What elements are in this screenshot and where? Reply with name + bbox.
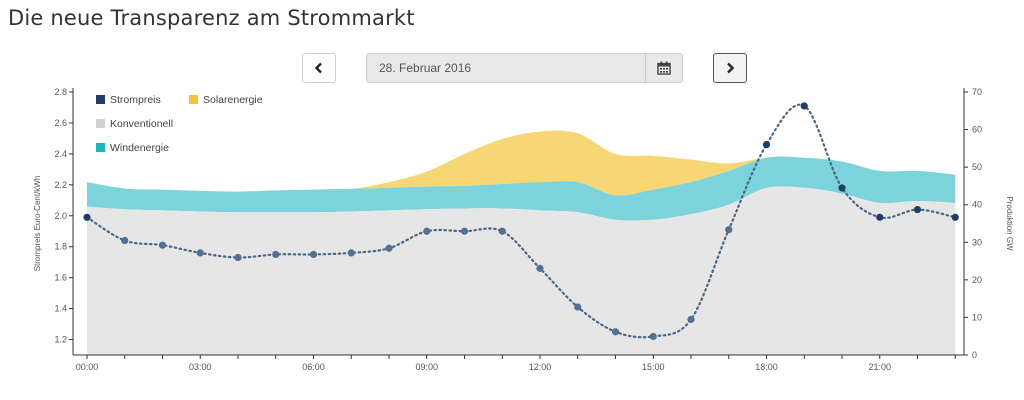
strompreis-point: [385, 244, 393, 252]
strompreis-point: [536, 264, 544, 272]
legend-label-solarenergie: Solarenergie: [203, 94, 263, 106]
x-tick-label: 21:00: [868, 362, 891, 372]
strompreis-point: [83, 213, 91, 221]
windenergie-area: [87, 156, 956, 221]
strompreis-point: [423, 227, 431, 235]
solarenergie-area: [87, 130, 956, 196]
strompreis-point: [951, 213, 959, 221]
konventionell-area: [87, 186, 956, 355]
chevron-left-icon: [314, 62, 322, 74]
left-tick-label: 2.0: [54, 211, 67, 221]
strompreis-point: [460, 227, 469, 235]
right-tick-label: 0: [972, 350, 977, 360]
x-tick-label: 18:00: [755, 362, 778, 372]
strompreis-point: [234, 253, 242, 262]
left-tick-label: 2.4: [54, 149, 67, 159]
legend-swatch-windenergie: [96, 143, 105, 152]
right-tick-label: 20: [972, 275, 982, 285]
legend-swatch-strompreis: [96, 95, 105, 104]
left-tick-label: 1.6: [54, 273, 67, 283]
x-tick-label: 00:00: [76, 362, 99, 372]
strompreis-point: [725, 226, 733, 234]
right-tick-label: 70: [972, 87, 982, 97]
strompreis-point: [121, 236, 129, 245]
right-tick-label: 10: [972, 312, 982, 322]
left-tick-label: 2.6: [54, 118, 67, 128]
strompreis-point: [498, 227, 506, 235]
legend-swatch-solarenergie: [189, 95, 198, 104]
left-tick-label: 1.4: [54, 304, 67, 314]
x-tick-label: 12:00: [529, 362, 552, 372]
left-tick-label: 1.8: [54, 242, 67, 252]
right-axis-label: Produktion GW: [1005, 196, 1014, 251]
strompreis-point: [913, 205, 922, 214]
strompreis-point: [347, 249, 355, 257]
legend-label-windenergie: Windenergie: [110, 142, 169, 154]
legend-label-strompreis: Strompreis: [110, 94, 161, 106]
date-field[interactable]: 28. Februar 2016: [366, 53, 683, 83]
right-tick-label: 50: [972, 162, 982, 172]
strompreis-point: [838, 184, 846, 192]
page-title: Die neue Transparenz am Strommarkt: [8, 6, 415, 30]
legend-label-konventionell: Konventionell: [110, 118, 173, 130]
x-tick-label: 03:00: [189, 362, 212, 372]
left-tick-label: 1.2: [54, 335, 67, 345]
strompreis-point: [272, 250, 280, 259]
left-axis-label: Strompreis Euro-Cent/kWh: [33, 176, 42, 272]
previous-day-button[interactable]: [302, 53, 336, 83]
left-tick-label: 2.8: [54, 87, 67, 97]
strompreis-point: [309, 250, 318, 259]
left-tick-label: 2.2: [54, 180, 67, 190]
calendar-icon: [657, 61, 671, 75]
strompreis-point: [876, 213, 884, 221]
strompreis-point: [158, 241, 167, 249]
date-value: 28. Februar 2016: [379, 61, 472, 75]
strompreis-point: [687, 315, 695, 324]
strompreis-point: [574, 303, 582, 311]
calendar-button[interactable]: [645, 54, 682, 82]
strompreis-point: [611, 328, 620, 336]
right-tick-label: 40: [972, 200, 982, 210]
right-tick-label: 30: [972, 237, 982, 247]
next-day-button[interactable]: [713, 53, 747, 83]
strompreis-point: [762, 141, 771, 149]
x-tick-label: 06:00: [302, 362, 325, 372]
x-tick-label: 09:00: [415, 362, 438, 372]
x-tick-label: 15:00: [642, 362, 665, 372]
strompreis-point: [800, 102, 808, 110]
strompreis-point: [649, 332, 657, 341]
chevron-right-icon: [727, 62, 735, 74]
right-tick-label: 60: [972, 125, 982, 135]
legend-swatch-konventionell: [96, 119, 105, 128]
strompreis-point: [196, 249, 204, 257]
